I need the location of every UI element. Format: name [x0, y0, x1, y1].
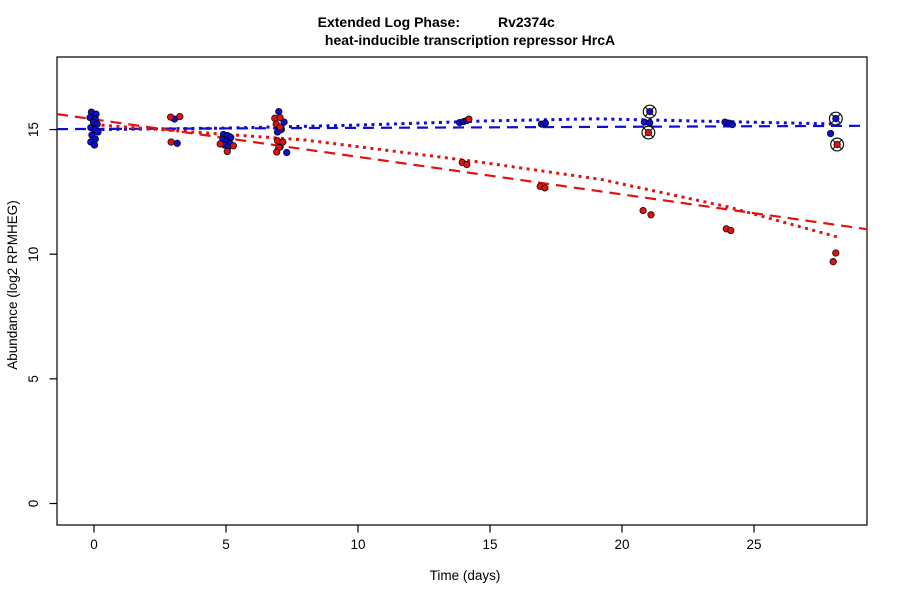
plot-title-left: Extended Log Phase:	[318, 14, 460, 30]
blue-condition-data-point	[826, 129, 835, 138]
x-tick-label: 0	[90, 537, 98, 552]
red-condition-data-point	[167, 138, 175, 146]
x-tick-label: 10	[350, 537, 365, 552]
y-tick-label: 5	[26, 375, 41, 383]
y-axis-label: Abundance (log2 RPMHEG)	[5, 200, 20, 370]
red-condition-flagged-data-point	[833, 140, 841, 149]
red-condition-flagged-data-point	[644, 128, 653, 137]
red-condition-data-point	[276, 123, 284, 131]
blue-condition-data-point	[275, 107, 283, 116]
blue-condition-data-point	[728, 120, 737, 129]
blue-condition-data-point	[283, 148, 291, 157]
blue-condition-data-point	[280, 118, 288, 126]
red-condition-data-point	[216, 140, 224, 148]
red-condition-dotted-trend-line	[93, 123, 842, 240]
red-condition-data-point	[176, 112, 184, 121]
red-condition-data-point	[229, 142, 238, 150]
red-condition-data-point	[166, 113, 175, 121]
red-condition-data-point	[829, 258, 837, 266]
blue-condition-flagged-data-point	[646, 107, 654, 116]
red-condition-data-point	[273, 148, 281, 156]
blue-condition-data-point	[646, 119, 654, 127]
red-condition-data-point	[276, 113, 284, 122]
plot-subtitle: heat-inducible transcription repressor H…	[325, 32, 615, 48]
red-condition-data-point	[463, 160, 471, 169]
blue-condition-data-point	[541, 119, 550, 127]
x-tick-label: 25	[746, 537, 761, 552]
x-axis-label: Time (days)	[430, 568, 501, 583]
blue-condition-data-point	[94, 128, 102, 136]
x-tick-label: 5	[222, 537, 230, 552]
blue-condition-data-point	[90, 141, 99, 149]
red-condition-data-point	[727, 226, 735, 235]
red-condition-data-point	[223, 147, 231, 156]
y-tick-label: 15	[26, 122, 41, 137]
red-condition-data-point	[832, 249, 840, 257]
red-condition-data-point	[541, 184, 549, 192]
blue-condition-flagged-data-point	[832, 114, 840, 123]
red-condition-data-point	[279, 138, 287, 146]
red-condition-data-point	[639, 206, 647, 215]
blue-condition-data-point	[173, 139, 181, 147]
plot-title-gene: Rv2374c	[498, 14, 555, 30]
red-condition-data-point	[647, 211, 655, 219]
y-tick-label: 0	[26, 500, 41, 508]
red-condition-data-point	[465, 115, 473, 123]
y-tick-label: 10	[26, 247, 41, 262]
x-tick-label: 20	[614, 537, 629, 552]
plot-box	[56, 56, 868, 526]
x-tick-label: 15	[482, 537, 497, 552]
